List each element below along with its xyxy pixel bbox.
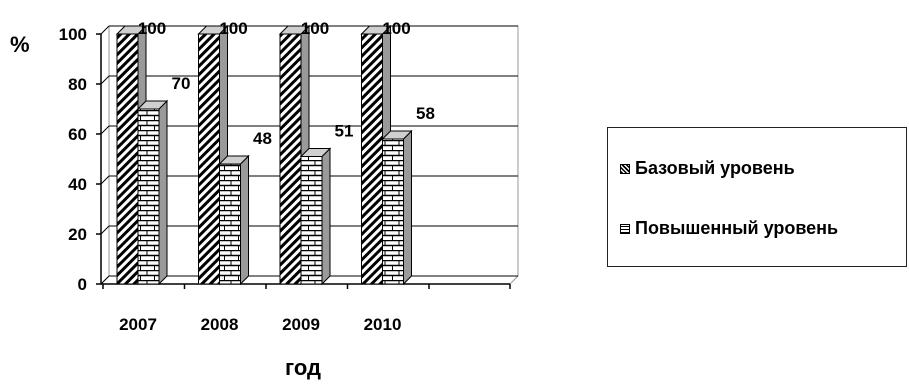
- data-label: 51: [335, 122, 354, 141]
- bar-side: [403, 129, 412, 286]
- bar: [219, 163, 241, 285]
- gridline-depth: [100, 75, 110, 85]
- legend-label: Повышенный уровень: [635, 218, 839, 238]
- gridline-depth: [100, 225, 110, 235]
- y-tick-label: 20: [68, 225, 87, 244]
- data-label: 100: [138, 19, 166, 38]
- legend: Базовый уровень Повышенный уровень: [607, 127, 907, 267]
- bar: [279, 33, 302, 285]
- data-label: 100: [382, 19, 410, 38]
- legend-item-advanced: Повышенный уровень: [620, 218, 838, 239]
- x-axis-title: год: [285, 355, 321, 380]
- gridline-depth: [100, 175, 110, 185]
- y-axis-unit-label: %: [10, 32, 30, 57]
- data-label: 48: [253, 129, 272, 148]
- x-tick-label: 2008: [201, 315, 239, 334]
- data-label: 70: [172, 74, 191, 93]
- y-axis-ticks: 0 20 40 60 80 100: [59, 25, 101, 294]
- data-label: 58: [416, 104, 435, 123]
- data-labels: 100 70 100 48 100 51 100 58: [138, 19, 435, 148]
- y-tick-label: 0: [78, 275, 87, 294]
- y-tick-label: 40: [68, 175, 87, 194]
- legend-label: Базовый уровень: [635, 158, 795, 178]
- bar: [116, 33, 139, 285]
- bar: [361, 33, 383, 285]
- bar-side: [321, 147, 331, 286]
- y-tick-label: 60: [68, 125, 87, 144]
- data-label: 100: [301, 19, 329, 38]
- gridline-depth: [100, 125, 110, 135]
- y-tick-label: 80: [68, 75, 87, 94]
- legend-item-base: Базовый уровень: [620, 158, 795, 179]
- gridline-depth: [100, 275, 110, 285]
- bar-side: [240, 154, 249, 286]
- bar: [137, 108, 160, 285]
- gridline-depth: [100, 25, 110, 35]
- x-tick-label: 2009: [282, 315, 320, 334]
- data-label: 100: [219, 19, 247, 38]
- bars: [115, 24, 413, 286]
- x-tick-label: 2007: [119, 315, 157, 334]
- bar: [382, 138, 404, 285]
- bar-side: [158, 99, 168, 286]
- x-axis-ticks: 2007 2008 2009 2010: [102, 284, 511, 334]
- bar: [198, 33, 220, 285]
- bar: [300, 156, 323, 285]
- legend-swatch-brick: [620, 223, 630, 234]
- legend-swatch-hatch: [620, 163, 630, 174]
- y-tick-label: 100: [59, 25, 87, 44]
- x-tick-label: 2010: [364, 315, 402, 334]
